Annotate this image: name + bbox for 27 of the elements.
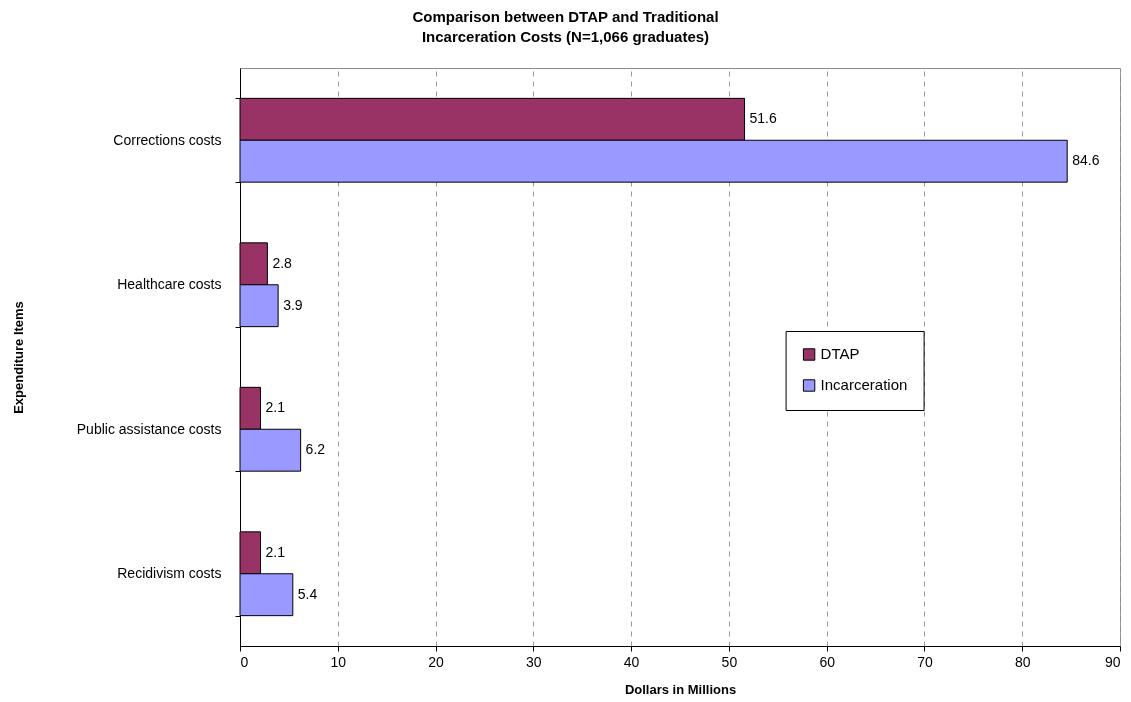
legend-label: Incarceration [820, 376, 908, 394]
data-label: 6.2 [305, 441, 326, 458]
chart-title: Comparison between DTAP and Traditional Incarceration Costs (N=1,066 graduates) [412, 8, 719, 45]
x-tick-label: 60 [819, 653, 836, 670]
y-tick-label: Healthcare costs [117, 276, 222, 293]
x-tick-label: 40 [623, 653, 640, 670]
x-tick-label: 30 [526, 653, 542, 670]
y-tick-label: Recidivism costs [117, 565, 222, 582]
y-axis-title: Expenditure Items [10, 301, 26, 414]
y-tick-label: Public assistance costs [76, 420, 222, 437]
x-tick-label: 10 [330, 653, 347, 670]
x-tick-label: 50 [721, 653, 738, 670]
legend-label: DTAP [820, 345, 860, 363]
data-label: 3.9 [283, 296, 303, 313]
x-tick-label: 70 [917, 653, 933, 670]
x-tick-label: 90 [1104, 653, 1121, 670]
x-axis-title: Dollars in Millions [624, 681, 737, 697]
x-tick-label: 80 [1014, 653, 1031, 670]
data-label: 84.6 [1072, 152, 1100, 169]
data-label: 2.1 [265, 543, 286, 560]
data-label: 2.8 [272, 254, 293, 271]
y-tick-label: Corrections costs [113, 131, 222, 148]
data-label: 5.4 [297, 585, 318, 602]
x-tick-label: 0 [240, 653, 249, 670]
x-tick-label: 20 [428, 653, 445, 670]
data-label: 2.1 [265, 399, 286, 416]
data-label: 51.6 [749, 110, 777, 127]
